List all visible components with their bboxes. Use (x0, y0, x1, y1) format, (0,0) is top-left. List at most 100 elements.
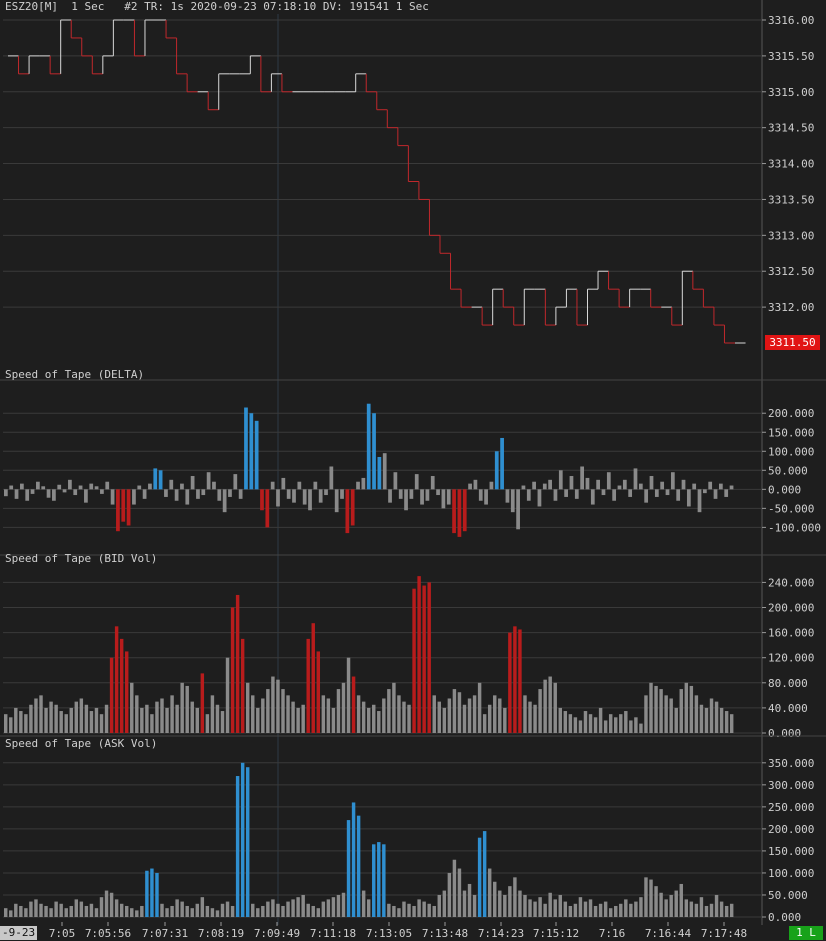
bar (638, 483, 643, 490)
bar (462, 489, 467, 532)
bar (533, 901, 537, 917)
bar (256, 707, 260, 733)
bar (686, 489, 691, 507)
bar (588, 899, 593, 917)
bar (649, 682, 653, 733)
bar (573, 903, 578, 917)
bar (670, 472, 675, 490)
bar (614, 717, 618, 733)
bar (377, 456, 382, 490)
bar (175, 899, 179, 917)
price-tick-label: 3312.00 (768, 301, 814, 314)
bar (19, 711, 23, 733)
bar (382, 698, 386, 733)
live-indicator[interactable]: 1 L (789, 926, 823, 940)
bar (553, 489, 558, 501)
bar (617, 485, 622, 490)
bar (150, 714, 154, 733)
bar (553, 682, 557, 733)
bar (69, 707, 73, 733)
bar (452, 689, 457, 733)
bar (654, 489, 659, 497)
bar (699, 897, 704, 917)
bar (100, 489, 104, 494)
bar (644, 489, 649, 503)
bar (478, 489, 483, 501)
bar (140, 905, 144, 917)
bar (457, 489, 462, 537)
bar (326, 698, 331, 733)
bar (291, 899, 295, 917)
bar (116, 489, 120, 532)
bar (158, 470, 163, 490)
bar (9, 910, 13, 917)
bar (79, 698, 84, 733)
bar (377, 711, 381, 733)
bar (709, 903, 714, 917)
bar (301, 704, 305, 733)
bar (89, 711, 94, 733)
bar (292, 489, 296, 503)
panel-tick-label: 240.000 (768, 576, 814, 589)
bar (724, 905, 729, 917)
bar (215, 704, 220, 733)
bar (392, 682, 396, 733)
bar (326, 899, 331, 917)
bar (36, 481, 40, 490)
bar (619, 714, 623, 733)
bar (489, 481, 494, 490)
bar (230, 905, 235, 917)
bar (624, 899, 628, 917)
bar (39, 695, 43, 733)
bar (493, 695, 497, 733)
bar (4, 714, 8, 733)
bar (14, 707, 18, 733)
panel-tick-label: 200.000 (768, 602, 814, 615)
time-label: 7:09:49 (253, 927, 301, 940)
bar (366, 707, 371, 733)
bar (217, 489, 222, 501)
bar (649, 879, 653, 917)
bar (718, 483, 723, 490)
bar (270, 481, 275, 490)
bar (150, 868, 154, 917)
bar (473, 479, 478, 490)
bar (633, 468, 638, 490)
bar (533, 704, 537, 733)
bar (523, 695, 527, 733)
bar (452, 489, 456, 534)
bar (334, 489, 339, 513)
bar (121, 489, 126, 522)
bar (503, 707, 507, 733)
bar (225, 901, 230, 917)
panel-title-ask: Speed of Tape (ASK Vol) (5, 737, 158, 750)
bar (286, 489, 291, 499)
bar (245, 767, 250, 917)
bar (588, 714, 593, 733)
bar (4, 489, 8, 497)
price-tick-label: 3316.00 (768, 14, 814, 27)
bar (296, 897, 300, 917)
bar (220, 711, 225, 733)
bar (679, 883, 683, 917)
bar (59, 903, 63, 917)
bar (503, 894, 507, 917)
bar (447, 698, 452, 733)
bar (109, 657, 114, 733)
bar (382, 453, 387, 490)
panel-tick-label: 150.000 (768, 426, 814, 439)
bar (699, 704, 704, 733)
bar (41, 486, 46, 490)
bar (324, 489, 328, 496)
bar (393, 472, 398, 490)
bar (729, 903, 734, 917)
bar (52, 489, 56, 501)
bar (251, 695, 255, 733)
price-tick-label: 3314.50 (768, 122, 814, 135)
bar (510, 489, 515, 513)
time-label: 7:05:56 (84, 927, 132, 940)
bar (68, 479, 72, 490)
info-label: #2 TR: 1s 2020-09-23 07:18:10 DV: 191541… (124, 0, 429, 13)
bar (99, 714, 104, 733)
